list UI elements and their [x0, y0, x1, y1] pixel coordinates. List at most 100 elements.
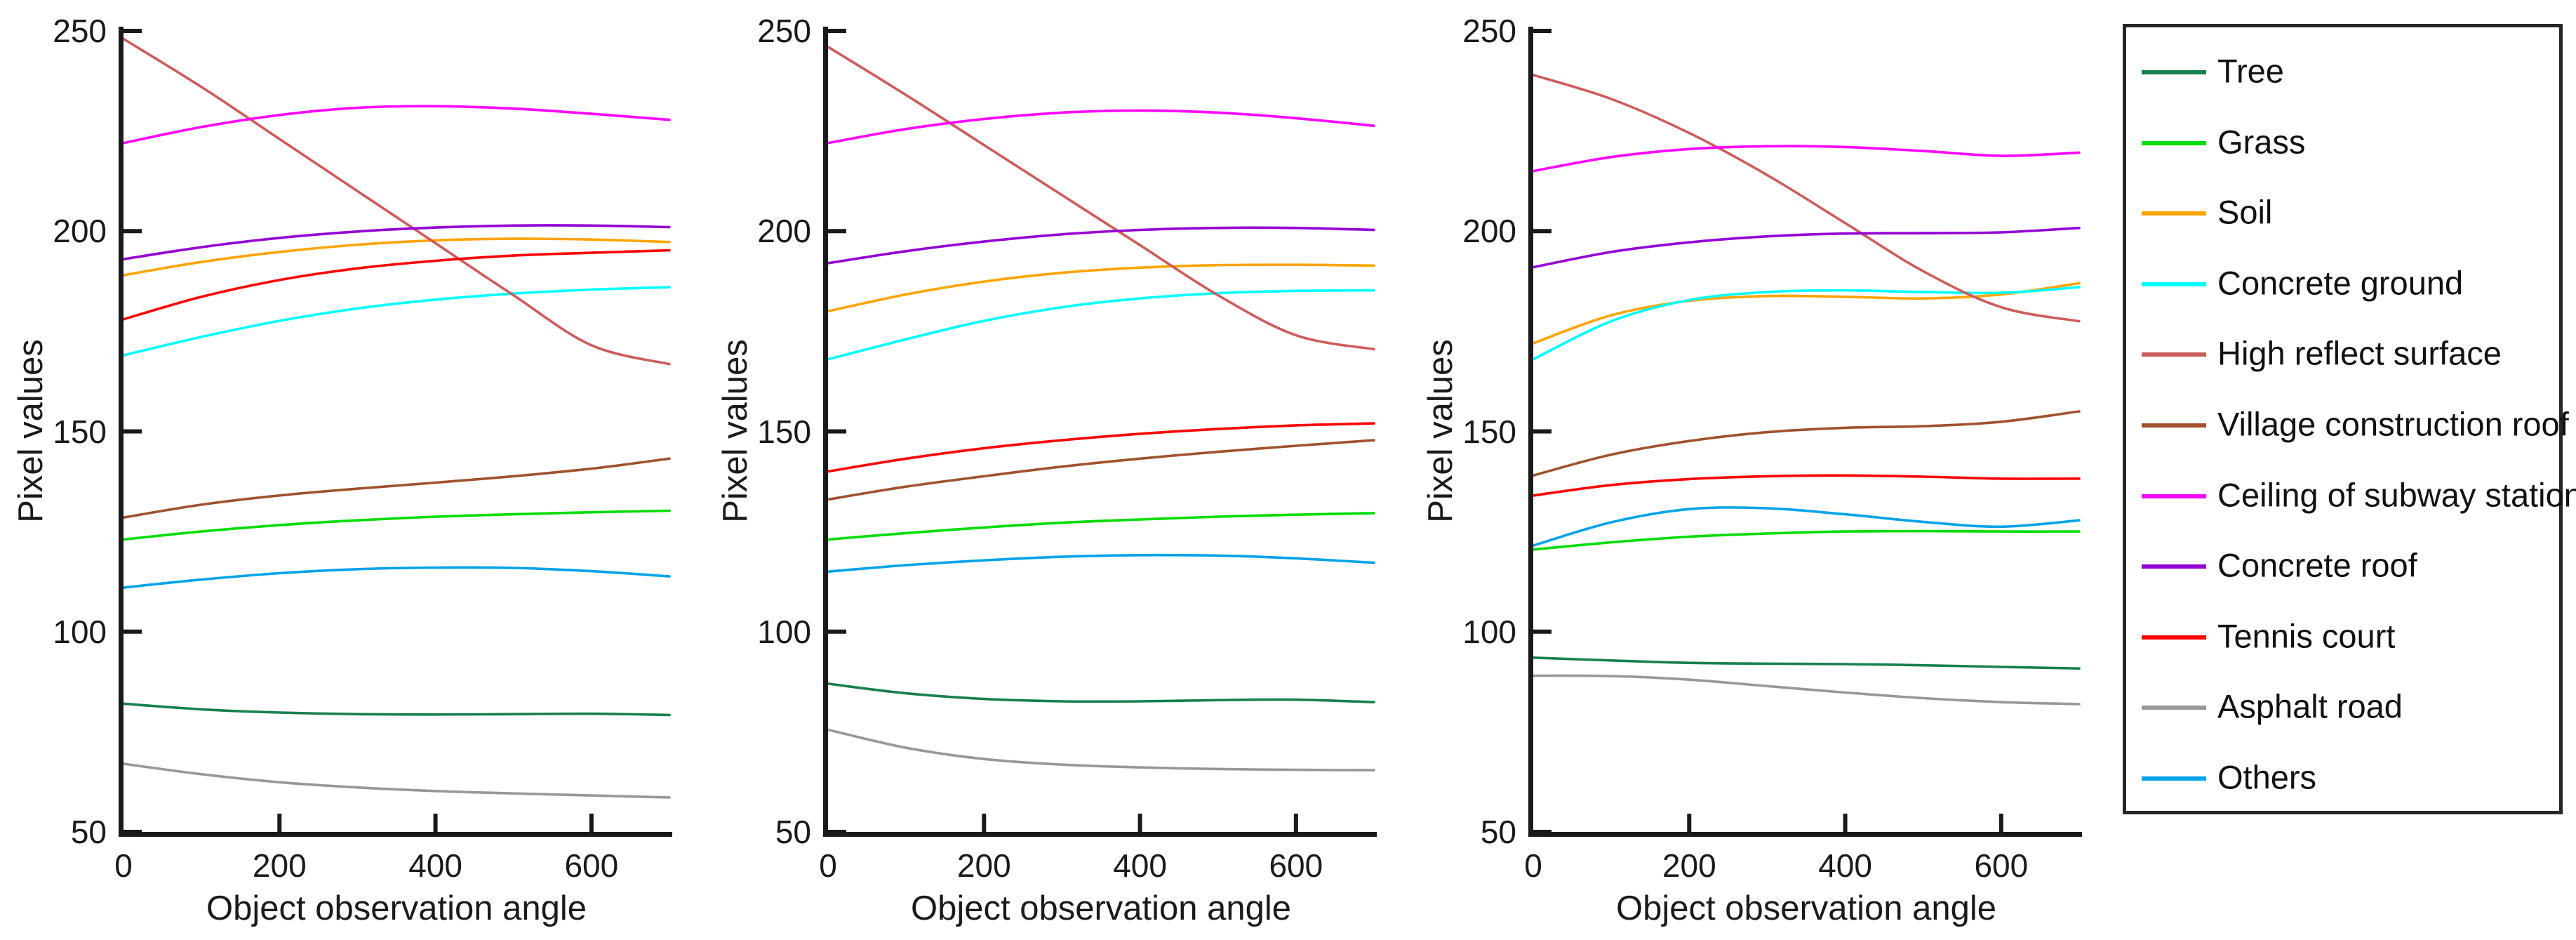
x-axis-title: Object observation angle	[910, 889, 1292, 927]
y-tick	[828, 229, 846, 234]
x-tick	[589, 814, 594, 832]
series-line-asphalt-road	[122, 762, 671, 799]
y-tick-label: 200	[757, 213, 811, 250]
legend-item-label: Others	[2217, 758, 2317, 796]
legend-item-label: Ceiling of subway station	[2217, 475, 2576, 513]
legend-item-label: Concrete ground	[2217, 264, 2464, 302]
y-tick-label: 150	[53, 413, 107, 450]
series-line-tennis-court	[827, 422, 1375, 473]
series-line-high-reflect-surface	[1532, 74, 2081, 323]
legend-line-sample-others	[2142, 776, 2206, 781]
series-line-grass	[1532, 529, 2081, 551]
y-tick-label: 50	[1480, 814, 1516, 850]
x-tick	[277, 814, 282, 832]
x-axis-spine	[119, 832, 672, 837]
series-line-asphalt-road	[827, 728, 1375, 772]
y-tick	[1533, 29, 1551, 33]
y-tick-label: 200	[53, 213, 107, 250]
legend-item-label: High reflect surface	[2217, 334, 2502, 372]
legend-line-sample-concrete-roof	[2142, 564, 2206, 569]
y-axis-title: Pixel values	[716, 339, 754, 523]
x-tick	[1293, 814, 1298, 832]
x-tick	[1843, 814, 1848, 832]
series-line-grass	[122, 509, 671, 541]
y-tick-label: 100	[1462, 613, 1516, 650]
series-line-concrete-roof	[122, 224, 671, 260]
y-tick	[1533, 229, 1551, 234]
series-line-tennis-court	[122, 249, 671, 321]
x-tick-label: 400	[408, 847, 462, 884]
legend-item-label: Soil	[2217, 193, 2273, 231]
x-tick-label: 600	[1974, 847, 2029, 884]
x-axis-spine	[1528, 832, 2082, 837]
series-line-others	[1532, 506, 2081, 547]
legend-line-sample-ceiling-of-subway-station	[2142, 494, 2206, 498]
series-line-soil	[122, 237, 671, 277]
y-tick-label: 250	[53, 13, 107, 49]
series-line-others	[122, 566, 671, 589]
legend-item-label: Grass	[2217, 122, 2306, 160]
legend-item-label: Tree	[2217, 52, 2284, 90]
x-axis-title: Object observation angle	[206, 889, 587, 927]
series-line-concrete-roof	[827, 226, 1375, 265]
y-tick-label: 150	[1462, 413, 1516, 450]
legend-line-sample-tree	[2142, 70, 2206, 74]
series-line-tree	[1532, 656, 2081, 670]
x-tick-label: 200	[956, 847, 1011, 884]
x-tick-label: 0	[114, 847, 133, 884]
y-tick-label: 250	[1462, 13, 1516, 49]
y-axis-spine	[823, 27, 828, 837]
series-line-soil	[1532, 282, 2081, 345]
x-tick	[433, 814, 438, 832]
series-line-others	[827, 553, 1375, 573]
x-tick-label: 200	[1662, 847, 1716, 884]
y-tick	[124, 629, 142, 634]
legend-item-label: Tennis court	[2217, 617, 2396, 655]
legend-line-sample-soil	[2142, 211, 2206, 216]
x-tick-label: 600	[1269, 847, 1323, 884]
series-line-grass	[827, 512, 1375, 541]
y-axis-spine	[119, 27, 124, 837]
series-line-concrete-ground	[1532, 286, 2081, 361]
legend-line-sample-concrete-ground	[2142, 282, 2206, 286]
x-tick-label: 200	[252, 847, 307, 884]
y-tick	[828, 830, 846, 834]
y-tick-label: 100	[757, 613, 811, 650]
y-tick-label: 200	[1462, 213, 1516, 250]
legend-line-sample-high-reflect-surface	[2142, 352, 2206, 357]
x-tick-label: 0	[819, 847, 837, 884]
legend-item-label: Village construction roof	[2217, 405, 2569, 443]
y-axis-spine	[1528, 27, 1533, 837]
series-line-ceiling-of-subway-station	[827, 109, 1375, 145]
x-tick	[982, 814, 987, 832]
y-axis-title: Pixel values	[1422, 339, 1460, 523]
series-line-tennis-court	[1532, 474, 2081, 497]
x-tick-label: 400	[1113, 847, 1167, 884]
series-line-village-construction-roof	[827, 439, 1375, 501]
x-tick	[1998, 814, 2003, 832]
legend-item-label: Asphalt road	[2217, 687, 2403, 725]
y-tick	[124, 429, 142, 434]
legend-line-sample-asphalt-road	[2142, 706, 2206, 710]
legend-item-label: Concrete roof	[2217, 546, 2417, 584]
y-tick-label: 150	[757, 413, 811, 450]
series-line-high-reflect-surface	[122, 37, 671, 366]
y-tick-label: 50	[70, 814, 107, 850]
series-line-ceiling-of-subway-station	[122, 105, 671, 145]
x-axis-spine	[823, 832, 1377, 837]
legend-box: Tree Grass Soil Concrete ground High reflect…	[2123, 24, 2576, 814]
x-tick-label: 400	[1818, 847, 1872, 884]
series-line-high-reflect-surface	[827, 46, 1375, 351]
y-tick-label: 50	[775, 814, 811, 850]
x-tick-label: 0	[1524, 847, 1542, 884]
series-line-asphalt-road	[1532, 674, 2081, 706]
x-tick	[1687, 814, 1692, 832]
y-tick	[124, 830, 142, 834]
y-tick	[828, 629, 846, 634]
series-line-ceiling-of-subway-station	[1532, 145, 2081, 173]
series-line-soil	[827, 263, 1375, 313]
series-line-concrete-ground	[122, 286, 671, 357]
x-tick	[1137, 814, 1142, 832]
